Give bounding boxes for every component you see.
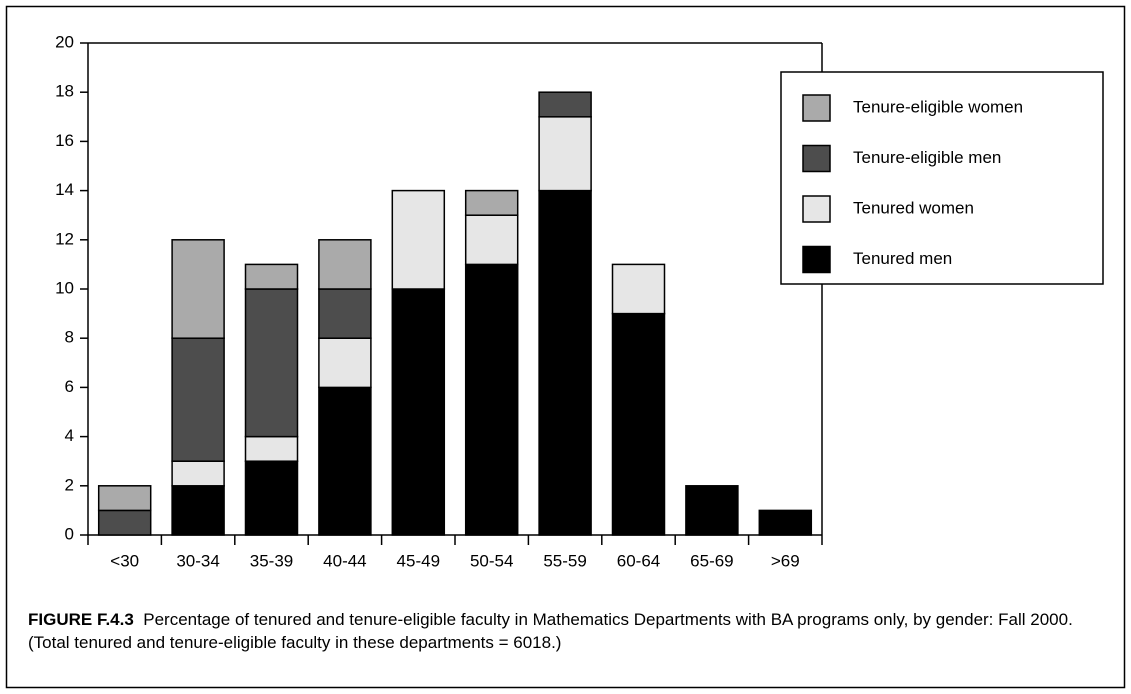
x-tick-label: 35-39 bbox=[250, 551, 293, 570]
bar-segment bbox=[464, 214, 519, 266]
bar-segment bbox=[318, 239, 372, 290]
legend-label: Tenure-eligible men bbox=[853, 148, 1001, 167]
y-tick-label: 14 bbox=[55, 180, 74, 199]
x-tick-label: 65-69 bbox=[690, 551, 733, 570]
bar-segment bbox=[685, 485, 739, 536]
frame bbox=[5, 5, 1126, 689]
bar-segment bbox=[464, 263, 519, 536]
caption-text: Percentage of tenured and tenure-eligibl… bbox=[28, 610, 1073, 652]
bar-segment bbox=[171, 485, 225, 536]
bar-segment bbox=[391, 288, 446, 536]
x-tick-label: 50-54 bbox=[470, 551, 513, 570]
x-tick-label: 30-34 bbox=[176, 551, 219, 570]
bar-segment bbox=[171, 337, 225, 462]
bar-segment bbox=[171, 239, 225, 339]
bar-segment bbox=[244, 288, 299, 438]
bar-segment bbox=[244, 263, 299, 290]
bar-segment bbox=[758, 509, 813, 536]
x-tick-label: 60-64 bbox=[617, 551, 660, 570]
x-tick-label: 40-44 bbox=[323, 551, 366, 570]
legend-box bbox=[780, 71, 1104, 285]
caption-label: FIGURE F.4.3 bbox=[28, 610, 134, 629]
x-tick-label: 55-59 bbox=[543, 551, 586, 570]
x-tick-label: >69 bbox=[771, 551, 800, 570]
y-tick-label: 20 bbox=[55, 32, 74, 51]
bar-segment bbox=[318, 337, 372, 389]
bar-segment bbox=[391, 189, 446, 290]
y-tick-label: 8 bbox=[65, 328, 74, 347]
bar-segment bbox=[538, 91, 592, 118]
y-tick-label: 18 bbox=[55, 82, 74, 101]
bar-segment bbox=[538, 189, 592, 536]
bar-segment bbox=[538, 116, 592, 192]
legend-label: Tenured men bbox=[853, 249, 952, 268]
legend-label: Tenured women bbox=[853, 198, 974, 217]
bar-segment bbox=[97, 509, 152, 536]
bar-segment bbox=[171, 460, 225, 487]
y-tick-label: 12 bbox=[55, 229, 74, 248]
bar-segment bbox=[244, 435, 299, 462]
caption: FIGURE F.4.3 Percentage of tenured and t… bbox=[28, 608, 1103, 654]
y-tick-label: 6 bbox=[65, 377, 74, 396]
y-tick-label: 0 bbox=[65, 524, 74, 543]
bar-segment bbox=[611, 263, 666, 315]
y-tick-label: 10 bbox=[55, 278, 74, 297]
y-tick-label: 16 bbox=[55, 131, 74, 150]
legend-swatch bbox=[802, 94, 831, 122]
x-tick-label: 45-49 bbox=[397, 551, 440, 570]
bar-segment bbox=[611, 312, 666, 536]
x-tick-label: <30 bbox=[110, 551, 139, 570]
y-tick-label: 2 bbox=[65, 475, 74, 494]
legend-label: Tenure-eligible women bbox=[853, 97, 1023, 116]
legend-swatch bbox=[802, 144, 831, 173]
bar-segment bbox=[318, 288, 372, 339]
bar-segment bbox=[97, 485, 152, 512]
bar-segment bbox=[464, 189, 519, 216]
bar-segment bbox=[318, 386, 372, 536]
y-tick-label: 4 bbox=[65, 426, 74, 445]
bar-segment bbox=[244, 460, 299, 536]
legend-swatch bbox=[802, 245, 831, 274]
legend-swatch bbox=[802, 195, 831, 223]
